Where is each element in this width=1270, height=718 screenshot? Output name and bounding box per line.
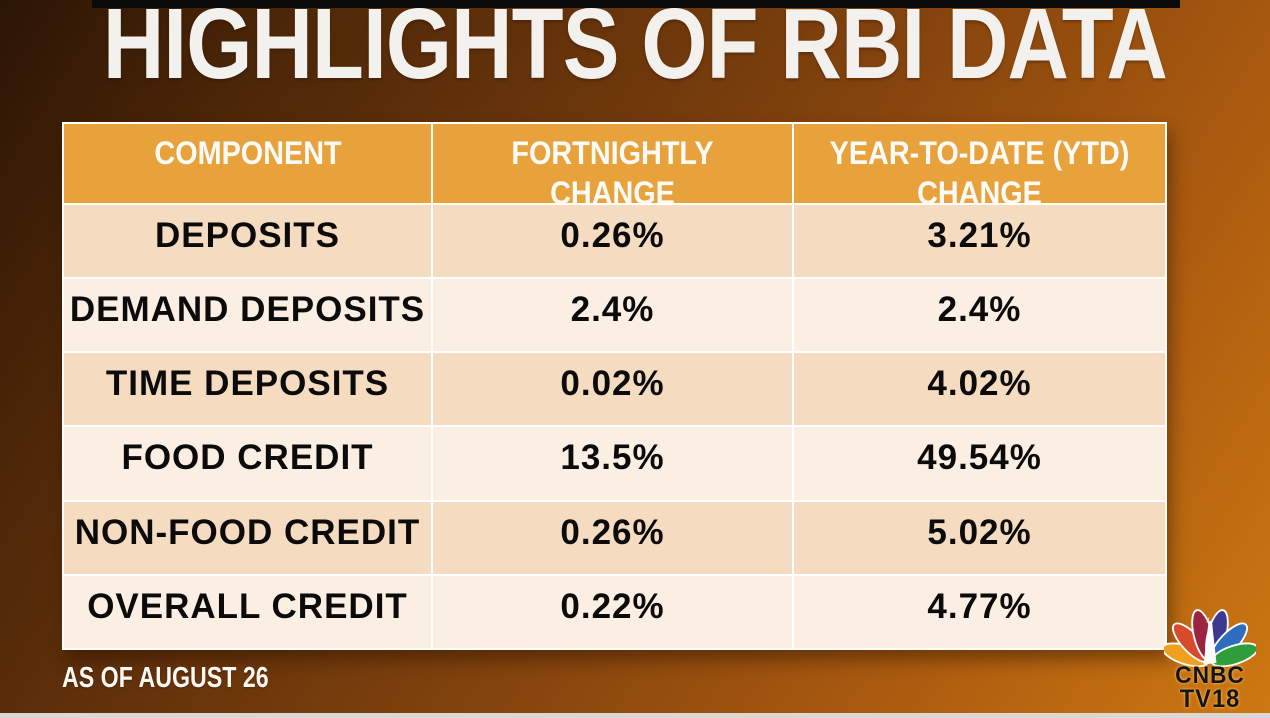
cell-ytd: 2.4%: [794, 279, 1165, 352]
cell-ytd: 4.02%: [794, 353, 1165, 426]
as-of-date-label: AS OF AUGUST 26: [62, 662, 269, 694]
logo-text-cnbc: CNBC: [1175, 662, 1245, 690]
column-header-ytd-change: YEAR-TO-DATE (YTD) CHANGE: [794, 124, 1165, 211]
column-header-component: COMPONENT: [64, 124, 431, 203]
peacock-body: [1203, 617, 1217, 666]
cell-fortnightly: 0.02%: [433, 353, 792, 426]
cell-ytd: 5.02%: [794, 501, 1165, 574]
peacock-icon: [1164, 609, 1256, 668]
cell-fortnightly: 0.26%: [433, 501, 792, 574]
cell-fortnightly: 2.4%: [433, 279, 792, 352]
cell-component: NON-FOOD CREDIT: [64, 501, 431, 574]
bottom-frame-bar: [0, 713, 1270, 718]
cell-component: DEPOSITS: [64, 205, 431, 278]
cnbc-tv18-logo: CNBC TV18: [1162, 609, 1258, 712]
cell-component: DEMAND DEPOSITS: [64, 279, 431, 352]
page-title: HIGHLIGHTS OF RBI DATA: [102, 0, 1168, 100]
cell-fortnightly: 0.22%: [433, 575, 792, 648]
rbi-data-table: COMPONENT FORTNIGHTLY CHANGE YEAR-TO-DAT…: [62, 122, 1167, 650]
cell-ytd: 4.77%: [794, 575, 1165, 648]
column-header-label: FORTNIGHTLY CHANGE: [511, 135, 714, 211]
column-header-fortnightly-change: FORTNIGHTLY CHANGE: [433, 124, 792, 211]
cell-ytd: 3.21%: [794, 205, 1165, 278]
column-header-label: COMPONENT: [153, 135, 342, 171]
logo-text-tv18: TV18: [1179, 685, 1241, 714]
cell-fortnightly: 13.5%: [433, 427, 792, 500]
top-frame-bar: [92, 0, 1180, 8]
cell-component: TIME DEPOSITS: [64, 353, 431, 426]
column-header-label: YEAR-TO-DATE (YTD) CHANGE: [829, 135, 1130, 211]
cell-component: FOOD CREDIT: [64, 427, 431, 500]
cell-fortnightly: 0.26%: [433, 205, 792, 278]
cell-ytd: 49.54%: [794, 427, 1165, 500]
cell-component: OVERALL CREDIT: [64, 575, 431, 648]
